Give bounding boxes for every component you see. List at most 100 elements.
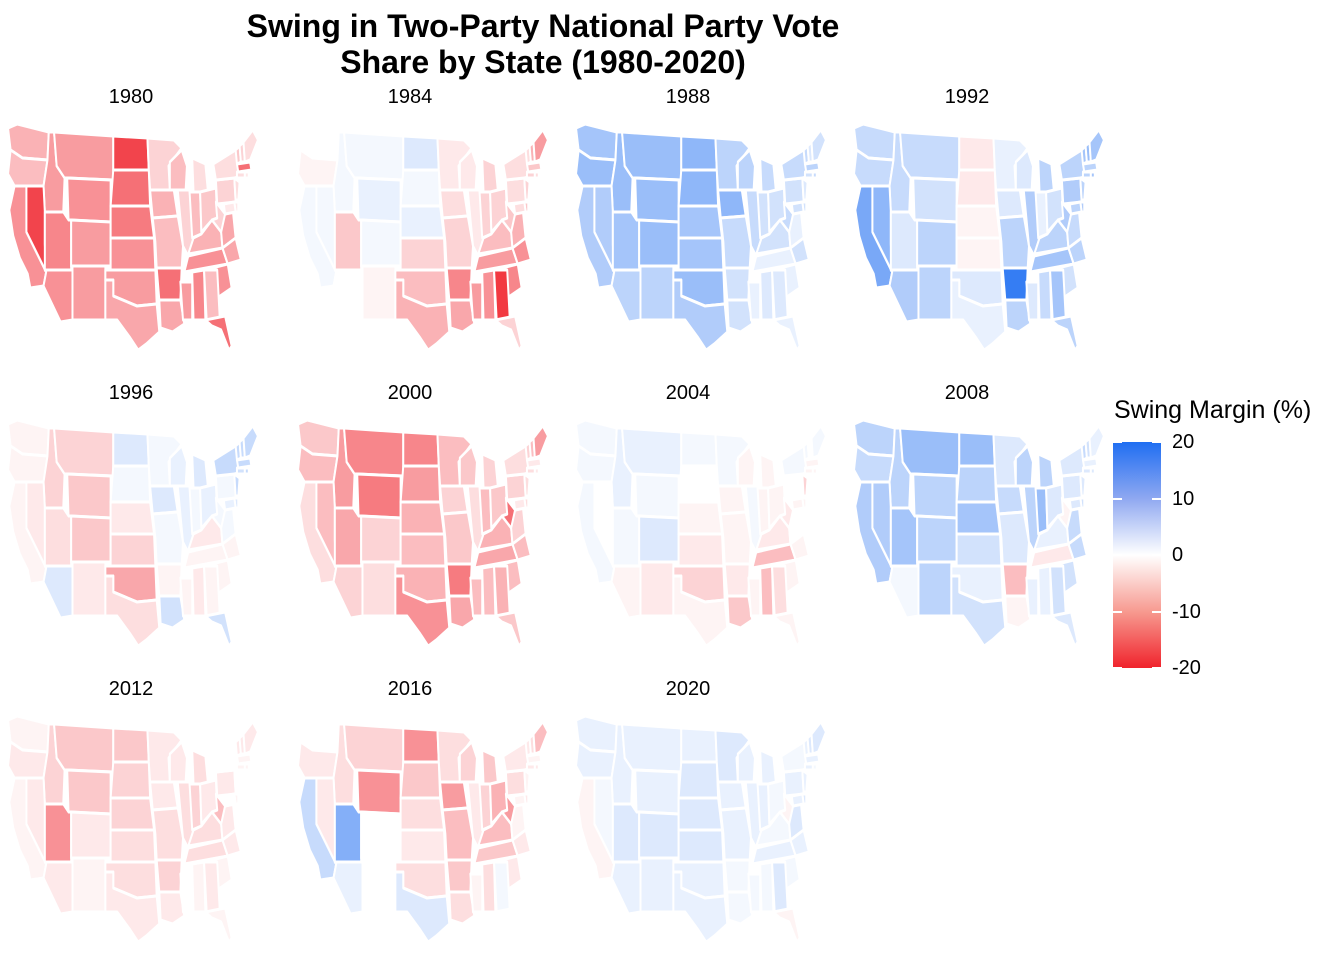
- state-CT-1988: [803, 170, 814, 180]
- state-NM-2004: [639, 560, 675, 618]
- state-ND-2016: [402, 726, 440, 764]
- state-MD-1984: [512, 200, 527, 216]
- state-CT-2012: [235, 762, 246, 772]
- state-CT-2000: [525, 466, 536, 476]
- state-WI-2020: [736, 740, 756, 784]
- state-TX-1996: [104, 574, 161, 648]
- state-NE-1984: [399, 204, 446, 240]
- state-IA-1992: [995, 188, 1025, 220]
- state-MT-2012: [53, 722, 115, 774]
- state-NE-2016: [399, 796, 446, 832]
- state-WI-2000: [458, 444, 478, 488]
- state-NM-1992: [917, 264, 953, 322]
- state-MO-1980: [151, 214, 184, 270]
- state-CT-2004: [803, 466, 814, 476]
- state-MI-2008: [1037, 452, 1055, 490]
- state-ND-2008: [958, 430, 996, 468]
- state-SD-1992: [955, 168, 998, 208]
- state-WI-2016: [458, 740, 478, 784]
- state-FL-1988: [772, 314, 801, 352]
- state-VA-2012: [220, 802, 237, 842]
- state-SD-1980: [109, 168, 152, 208]
- state-WI-2004: [736, 444, 756, 488]
- state-AZ-1984: [332, 268, 364, 324]
- map-panel-2020: [575, 714, 827, 944]
- state-UT-2000: [333, 506, 363, 568]
- state-KS-2008: [955, 532, 1003, 568]
- state-PA-2008: [1060, 472, 1083, 502]
- state-RI-1996: [243, 466, 250, 476]
- state-RI-2016: [533, 762, 540, 772]
- state-NC-2012: [221, 828, 242, 858]
- state-AL-2000: [481, 564, 497, 618]
- state-MI-2004: [759, 452, 777, 490]
- state-NM-1984: [361, 264, 397, 322]
- state-PA-2004: [782, 472, 805, 502]
- map-panel-2008: [853, 418, 1105, 648]
- legend-title: Swing Margin (%): [1114, 396, 1312, 424]
- state-UT-2016: [333, 802, 363, 864]
- map-panel-1984: [297, 122, 549, 352]
- state-GA-1980: [203, 268, 221, 322]
- state-CT-1996: [235, 466, 246, 476]
- state-CO-2020: [638, 810, 680, 860]
- state-AR-1984: [445, 266, 473, 302]
- panel-label-1980: 1980: [108, 86, 154, 108]
- state-TX-1984: [394, 278, 451, 352]
- legend-tick-label: 10: [1172, 487, 1195, 510]
- state-AZ-2008: [888, 564, 920, 620]
- state-CT-1992: [1081, 170, 1092, 180]
- state-KS-2004: [677, 532, 725, 568]
- state-MD-1992: [1068, 200, 1083, 216]
- state-NC-2004: [789, 532, 810, 562]
- legend-tick-label: 20: [1172, 431, 1195, 453]
- state-RI-1980: [243, 170, 250, 180]
- map-panel-2012: [7, 714, 259, 944]
- state-CT-2020: [803, 762, 814, 772]
- state-WY-1992: [912, 176, 958, 224]
- state-MA-2016: [525, 752, 543, 766]
- state-GA-1992: [1049, 268, 1067, 322]
- state-PA-2000: [504, 472, 527, 502]
- state-MO-2008: [997, 510, 1030, 566]
- state-MS-1996: [179, 576, 194, 618]
- state-AR-2012: [155, 858, 183, 894]
- state-CO-1988: [638, 218, 680, 268]
- state-MI-1984: [481, 156, 499, 194]
- state-NC-2020: [789, 828, 810, 858]
- state-VA-2016: [510, 802, 527, 842]
- state-ME-2016: [532, 720, 549, 756]
- state-KS-2012: [109, 828, 157, 864]
- state-LA-2020: [726, 890, 754, 926]
- state-TX-2004: [672, 574, 729, 648]
- state-WY-2000: [356, 472, 402, 520]
- state-GA-2004: [771, 564, 789, 618]
- state-MT-1984: [343, 130, 405, 182]
- state-WY-1980: [66, 176, 112, 224]
- state-AR-2020: [723, 858, 751, 894]
- panel-label-1992: 1992: [944, 86, 990, 108]
- state-ND-2012: [112, 726, 150, 764]
- state-RI-1988: [811, 170, 818, 180]
- state-NJ-2020: [801, 768, 809, 794]
- state-NE-2008: [955, 500, 1002, 536]
- state-ND-1996: [112, 430, 150, 468]
- state-AL-2012: [191, 860, 207, 914]
- map-panel-1992: [853, 122, 1105, 352]
- state-IA-2012: [149, 780, 179, 812]
- state-AL-2020: [759, 860, 775, 914]
- state-MS-2004: [747, 576, 762, 618]
- state-ND-1988: [680, 134, 718, 172]
- state-AR-2000: [445, 562, 473, 598]
- state-RI-1992: [1089, 170, 1096, 180]
- state-WI-1984: [458, 148, 478, 192]
- state-MO-1988: [719, 214, 752, 270]
- panel-label-1988: 1988: [665, 86, 711, 108]
- state-NM-2012: [71, 856, 107, 914]
- state-RI-1984: [533, 170, 540, 180]
- state-WY-1996: [66, 472, 112, 520]
- state-UT-1980: [43, 210, 73, 272]
- state-AR-2004: [723, 562, 751, 598]
- state-MD-2004: [790, 496, 805, 512]
- state-NC-2000: [511, 532, 532, 562]
